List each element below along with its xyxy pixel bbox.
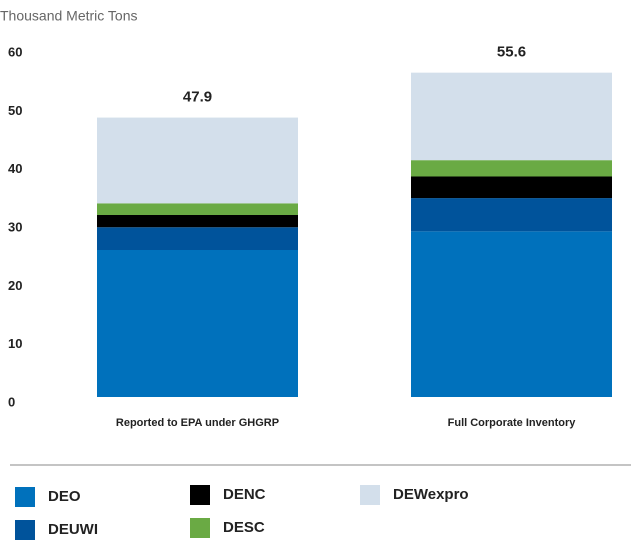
total-label: 47.9 <box>183 89 212 106</box>
y-tick-label: 50 <box>8 103 22 118</box>
legend-label: DEWexpro <box>393 486 469 503</box>
x-tick-label: Full Corporate Inventory <box>448 417 577 429</box>
legend-swatch <box>15 487 35 507</box>
x-tick-label: Reported to EPA under GHGRP <box>116 417 279 429</box>
legend-label: DENC <box>223 486 266 503</box>
y-tick-label: 0 <box>8 394 15 409</box>
legend-swatch <box>360 485 380 505</box>
bar-segment <box>97 227 298 250</box>
bar-segment <box>411 72 612 161</box>
bar-segment <box>97 117 298 204</box>
bar-segment <box>411 198 612 232</box>
legend-swatch <box>190 518 210 538</box>
legend-label: DEUWI <box>48 521 98 538</box>
y-tick-label: 20 <box>8 278 22 293</box>
bar-segment <box>411 160 612 177</box>
y-tick-label: 10 <box>8 336 22 351</box>
legend-label: DEO <box>48 488 81 505</box>
y-tick-label: 30 <box>8 219 22 234</box>
axis-title: Thousand Metric Tons <box>0 8 137 24</box>
bar-segment <box>411 231 612 397</box>
legend-swatch <box>15 520 35 540</box>
legend-swatch <box>190 485 210 505</box>
bar-segment <box>97 250 298 397</box>
legend-label: DESC <box>223 519 265 536</box>
y-tick-label: 60 <box>8 44 22 59</box>
total-label: 55.6 <box>497 44 526 61</box>
bar-segment <box>97 215 298 228</box>
bar-segment <box>411 176 612 199</box>
y-tick-label: 40 <box>8 161 22 176</box>
bar-segment <box>97 203 298 215</box>
